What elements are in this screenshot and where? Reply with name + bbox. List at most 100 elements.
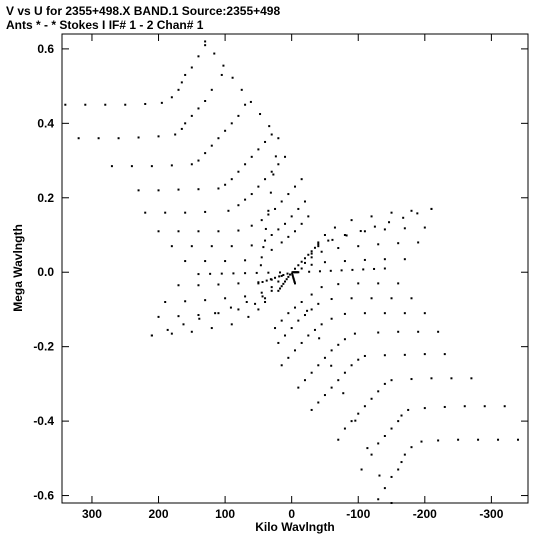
data-point xyxy=(370,397,373,400)
data-point xyxy=(317,302,320,305)
data-point xyxy=(157,189,160,192)
data-point xyxy=(317,245,320,248)
data-point xyxy=(350,364,353,367)
data-point xyxy=(350,297,353,300)
data-point xyxy=(264,178,267,181)
data-point xyxy=(308,270,311,273)
data-point xyxy=(280,274,283,277)
y-tick-label: 0.4 xyxy=(37,116,54,130)
data-point xyxy=(260,219,263,222)
data-point xyxy=(249,100,252,103)
data-point xyxy=(257,308,260,311)
data-point xyxy=(294,185,296,188)
data-point xyxy=(284,155,287,158)
data-point xyxy=(343,234,346,236)
data-point xyxy=(277,289,280,292)
data-point xyxy=(270,170,273,173)
y-tick-label: -0.6 xyxy=(33,489,54,503)
x-tick-label: 200 xyxy=(149,507,169,521)
data-point xyxy=(297,386,300,389)
data-point xyxy=(294,230,296,233)
data-point xyxy=(277,137,280,140)
data-point xyxy=(210,88,213,91)
data-point xyxy=(130,165,133,168)
data-point xyxy=(227,209,230,212)
data-point xyxy=(280,364,283,367)
data-point xyxy=(261,295,264,298)
data-point xyxy=(270,248,273,251)
data-point xyxy=(214,312,217,315)
y-axis-label: Mega Wavlngth xyxy=(11,224,25,312)
data-point xyxy=(294,282,296,285)
data-point xyxy=(293,279,296,282)
data-point xyxy=(400,461,403,464)
data-point xyxy=(287,235,290,238)
data-point xyxy=(250,155,253,158)
data-point xyxy=(280,319,283,322)
data-point xyxy=(294,306,296,309)
data-point xyxy=(463,405,466,408)
data-point xyxy=(190,114,193,117)
y-tick-label: -0.2 xyxy=(33,340,54,354)
data-point xyxy=(170,245,173,248)
data-point xyxy=(390,475,393,478)
data-point xyxy=(383,228,386,231)
data-point xyxy=(337,438,340,441)
data-point xyxy=(244,295,247,298)
data-point xyxy=(416,212,419,215)
data-point xyxy=(291,275,294,278)
data-point xyxy=(383,354,386,357)
data-point xyxy=(330,317,333,320)
data-point xyxy=(337,379,340,382)
data-point xyxy=(390,379,393,382)
data-point xyxy=(190,66,193,69)
data-point xyxy=(264,140,267,143)
data-point xyxy=(217,312,220,315)
data-point xyxy=(313,328,316,331)
data-point xyxy=(403,312,406,315)
data-point xyxy=(407,408,410,411)
data-point xyxy=(282,274,285,277)
data-point xyxy=(303,314,306,317)
data-point xyxy=(157,135,160,138)
data-point xyxy=(254,302,257,305)
data-point xyxy=(377,498,380,501)
x-tick-labels: 300 200 100 0 -100 -200 -300 xyxy=(82,507,504,521)
data-point xyxy=(259,113,262,116)
data-point xyxy=(250,193,253,196)
data-point xyxy=(230,122,233,125)
data-point xyxy=(300,301,303,303)
data-point xyxy=(403,453,406,456)
x-tick-label: -300 xyxy=(479,507,503,521)
data-point xyxy=(232,272,235,275)
data-point xyxy=(340,269,343,272)
data-point xyxy=(350,219,353,222)
data-point xyxy=(197,107,200,110)
data-point xyxy=(217,137,220,140)
data-point xyxy=(291,272,294,275)
data-point xyxy=(353,332,356,335)
data-point xyxy=(357,245,360,248)
data-point xyxy=(244,103,247,106)
data-point xyxy=(363,258,366,261)
data-point xyxy=(331,238,334,241)
data-point xyxy=(284,280,287,283)
data-point xyxy=(330,386,333,389)
data-point xyxy=(313,246,316,249)
data-point xyxy=(497,438,500,441)
data-point xyxy=(300,267,303,270)
data-point xyxy=(363,230,366,233)
x-tick-label: 300 xyxy=(82,507,102,521)
data-point xyxy=(278,275,281,278)
data-point xyxy=(220,73,223,76)
plot-title: V vs U for 2355+498.X BAND.1 Source:2355… xyxy=(6,4,280,18)
data-point xyxy=(204,44,207,47)
plot-subtitle: Ants * - * Stokes I IF# 1 - 2 Chan# 1 xyxy=(6,18,204,32)
y-tick-label: -0.4 xyxy=(33,414,54,428)
axis-ticks xyxy=(62,34,528,503)
data-point xyxy=(503,405,506,408)
data-point xyxy=(257,282,260,285)
data-point xyxy=(150,334,153,337)
data-point xyxy=(293,280,296,283)
